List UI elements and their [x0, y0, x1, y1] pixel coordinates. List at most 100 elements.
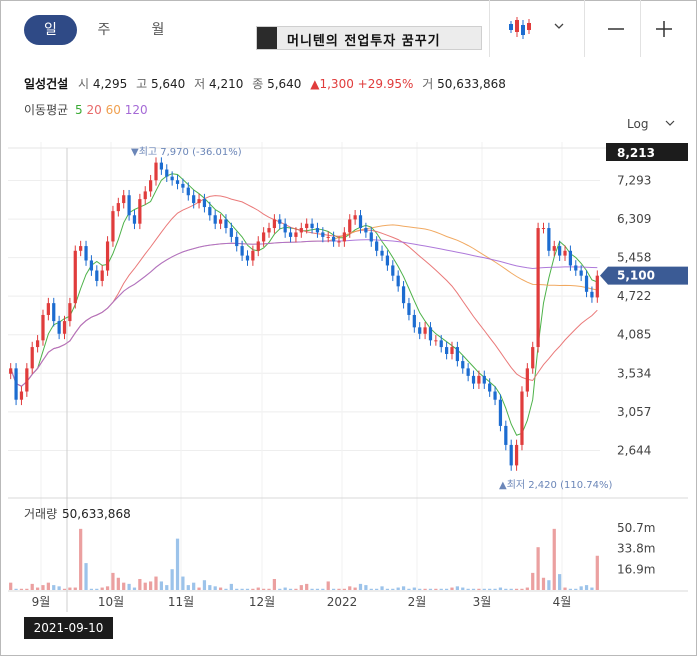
candle-body: [461, 361, 465, 369]
candle-body: [520, 391, 524, 445]
candle-body: [504, 425, 508, 445]
candle-body: [423, 327, 427, 334]
candle-body: [358, 215, 363, 229]
x-tick-label: 2월: [408, 595, 427, 609]
tab-week[interactable]: 주: [97, 22, 111, 38]
candle-body: [310, 223, 314, 229]
y-tick-label: 7,293: [617, 174, 651, 188]
candlestick-chart-icon[interactable]: [507, 15, 533, 41]
volume-bar: [267, 588, 271, 590]
volume-bar: [251, 588, 255, 590]
volume-bar: [52, 585, 56, 590]
volume-bar: [262, 588, 266, 590]
volume-bar: [412, 587, 416, 590]
candle-body: [321, 232, 325, 237]
volume-pane-value: 50,633,868: [62, 507, 131, 521]
candle-body: [428, 327, 433, 341]
open-value: 4,295: [92, 77, 128, 91]
volume-value: 50,633,868: [437, 77, 506, 91]
banner-block: [257, 27, 277, 49]
candle-body: [305, 223, 309, 229]
volume-bar: [305, 583, 309, 590]
volume-bar: [229, 583, 233, 590]
low-label: 저: [194, 77, 206, 91]
volume-bar: [536, 547, 540, 590]
high-annotation: ▼최고 7,970 (-36.01%): [131, 146, 242, 158]
candle-body: [364, 228, 368, 233]
tab-month[interactable]: 월: [151, 22, 165, 38]
volume-bar: [245, 588, 250, 590]
volume-bar: [192, 582, 196, 590]
candle-body: [68, 303, 72, 322]
candle-body: [79, 246, 83, 251]
candle-body: [434, 340, 438, 342]
candle-body: [466, 368, 470, 376]
volume-bar: [450, 587, 454, 590]
volume-bar: [509, 588, 513, 590]
log-scale-button[interactable]: Log: [627, 117, 676, 131]
candle-body: [251, 250, 255, 261]
candle-body: [498, 399, 503, 426]
top-price-tag: [606, 143, 688, 161]
volume-bar: [73, 587, 77, 590]
candle-body: [46, 303, 50, 315]
volume-bar: [315, 588, 320, 590]
volume-bar: [294, 588, 298, 590]
candle-body: [477, 375, 481, 384]
volume-bar: [283, 587, 287, 590]
volume-bar: [385, 588, 390, 590]
y-tick-label: 6,309: [617, 212, 651, 226]
candle-body: [595, 275, 599, 298]
banner-text: 머니텐의 전업투자 꿈꾸기: [287, 34, 441, 49]
candle-body: [14, 368, 18, 400]
tab-day[interactable]: 일: [24, 15, 77, 45]
minus-icon[interactable]: [605, 18, 627, 40]
volume-bar: [579, 586, 583, 590]
candle-body: [342, 232, 346, 242]
volume-bar: [493, 588, 497, 590]
low-value: 4,210: [209, 77, 244, 91]
volume-bar: [25, 588, 29, 590]
watermark-banner: 머니텐의 전업투자 꿈꾸기: [256, 26, 482, 50]
volume-bar: [364, 585, 368, 590]
volume-tick-label: 50.7m: [617, 521, 655, 535]
volume-bar: [396, 587, 400, 590]
candle-body: [202, 199, 207, 208]
candle-body: [369, 232, 373, 242]
candle-body: [278, 219, 282, 224]
candle-body: [272, 219, 277, 229]
volume-bar: [353, 587, 357, 590]
chevron-down-icon: [665, 120, 675, 126]
x-tick-label: 11월: [168, 595, 194, 609]
volume-bar: [197, 587, 201, 590]
candle-body: [412, 314, 416, 328]
volume-bar: [541, 577, 546, 590]
volume-bar: [111, 572, 115, 590]
volume-bar: [342, 588, 346, 590]
candle-body: [396, 275, 400, 287]
volume-bar: [14, 588, 18, 590]
volume-bar: [288, 588, 293, 590]
candle-body: [132, 215, 137, 224]
volume-bar: [202, 580, 207, 590]
candle-body: [111, 211, 115, 242]
candle-body: [439, 340, 443, 348]
volume-bar: [256, 587, 260, 590]
volume-bar: [310, 588, 314, 590]
candle-body: [299, 228, 303, 233]
volume-bar: [514, 588, 519, 590]
plus-icon[interactable]: [653, 18, 675, 40]
volume-bar: [331, 588, 336, 590]
volume-bar: [375, 588, 379, 590]
toolbar: 일 주 월 머니텐의 전업투자 꿈꾸기: [0, 0, 697, 60]
ma60-label: 60: [105, 103, 121, 117]
candle-body: [283, 223, 287, 233]
candle-body: [568, 250, 573, 266]
log-scale-label: Log: [627, 117, 649, 131]
candle-body: [224, 219, 228, 229]
chevron-down-icon[interactable]: [552, 18, 566, 32]
volume-bar: [428, 588, 433, 590]
candle-body: [331, 236, 336, 242]
